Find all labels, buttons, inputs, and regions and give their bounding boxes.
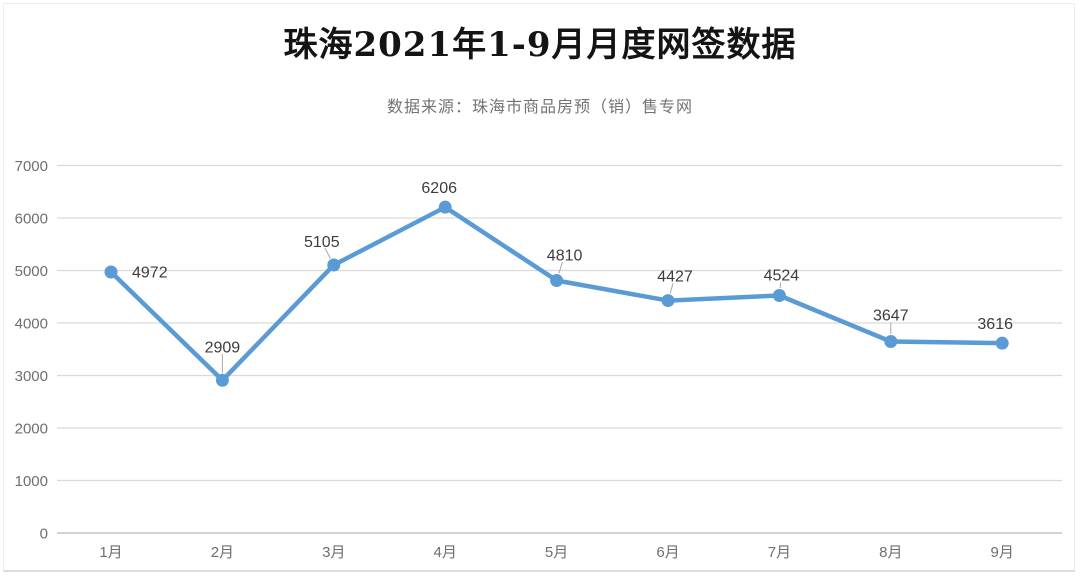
x-axis-tick-label: 5月 [545, 544, 568, 561]
data-point-label: 6206 [421, 180, 457, 197]
data-point-label: 4972 [132, 264, 168, 281]
chart-data-source-subtitle: 数据来源：珠海市商品房预（销）售专网 [386, 99, 693, 116]
data-point-label: 2909 [205, 339, 241, 356]
data-label-leader-line [669, 283, 674, 294]
data-point-label: 4427 [657, 269, 693, 286]
y-axis-tick-label: 4000 [15, 316, 48, 333]
x-axis-tick-label: 3月 [322, 544, 345, 561]
data-label-leader-line [779, 282, 782, 289]
data-point [772, 288, 786, 302]
data-point-label: 3647 [873, 308, 909, 325]
chart-title: 珠海2021年1-9月月度网签数据 [283, 25, 797, 65]
data-series-line [108, 204, 1005, 383]
data-label-leader-line [324, 247, 331, 259]
y-axis-tick-label: 0 [40, 526, 48, 543]
data-label-leader-line [558, 261, 563, 274]
data-point [327, 258, 341, 272]
x-axis-tick-label: 6月 [656, 544, 679, 561]
data-point-label: 4524 [764, 267, 800, 284]
y-axis-tick-label: 1000 [15, 473, 48, 490]
x-axis-tick-label: 9月 [991, 544, 1014, 561]
data-point [884, 335, 898, 349]
x-axis-tick-label: 8月 [879, 544, 902, 561]
x-axis-tick-label: 7月 [768, 544, 791, 561]
x-axis-tick-label: 1月 [99, 544, 122, 561]
data-point [104, 265, 118, 279]
y-axis-tick-label: 2000 [15, 421, 48, 438]
data-point-label: 3616 [977, 316, 1013, 333]
data-point [550, 273, 564, 287]
data-point [215, 373, 229, 387]
data-point-label: 5105 [304, 234, 340, 251]
data-point [438, 200, 452, 214]
chart-card [3, 3, 1075, 572]
x-axis-tick-label: 4月 [434, 544, 457, 561]
data-point [661, 294, 675, 308]
y-axis-tick-label: 7000 [15, 158, 48, 175]
data-point-label: 4810 [547, 247, 583, 264]
y-axis-tick-label: 3000 [15, 368, 48, 385]
data-point [995, 336, 1009, 350]
x-axis-tick-label: 2月 [211, 544, 234, 561]
y-axis-tick-label: 6000 [15, 211, 48, 228]
y-axis-tick-label: 5000 [15, 263, 48, 280]
